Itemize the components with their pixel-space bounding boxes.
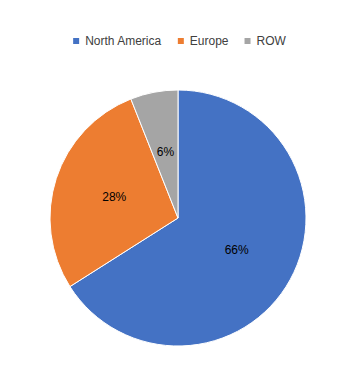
svg-text:66%: 66% [225,243,249,257]
svg-text:6%: 6% [157,145,175,159]
svg-text:ROW: ROW [257,34,287,48]
svg-text:Europe: Europe [190,34,229,48]
svg-text:28%: 28% [102,190,126,204]
svg-text:North America: North America [85,34,161,48]
